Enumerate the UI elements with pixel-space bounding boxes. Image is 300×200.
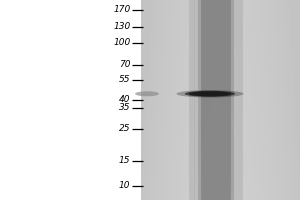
Text: 70: 70: [119, 60, 130, 69]
Ellipse shape: [189, 0, 243, 200]
Ellipse shape: [135, 91, 159, 96]
Text: 170: 170: [113, 5, 130, 14]
Text: 25: 25: [119, 124, 130, 133]
Text: 35: 35: [119, 103, 130, 112]
Ellipse shape: [185, 91, 235, 97]
Text: 10: 10: [119, 181, 130, 190]
Ellipse shape: [176, 90, 244, 98]
Text: 40: 40: [119, 95, 130, 104]
Text: 130: 130: [113, 22, 130, 31]
Text: 55: 55: [119, 75, 130, 84]
Ellipse shape: [198, 0, 234, 200]
Text: 100: 100: [113, 38, 130, 47]
Ellipse shape: [201, 0, 231, 200]
Ellipse shape: [189, 91, 231, 96]
Text: 15: 15: [119, 156, 130, 165]
